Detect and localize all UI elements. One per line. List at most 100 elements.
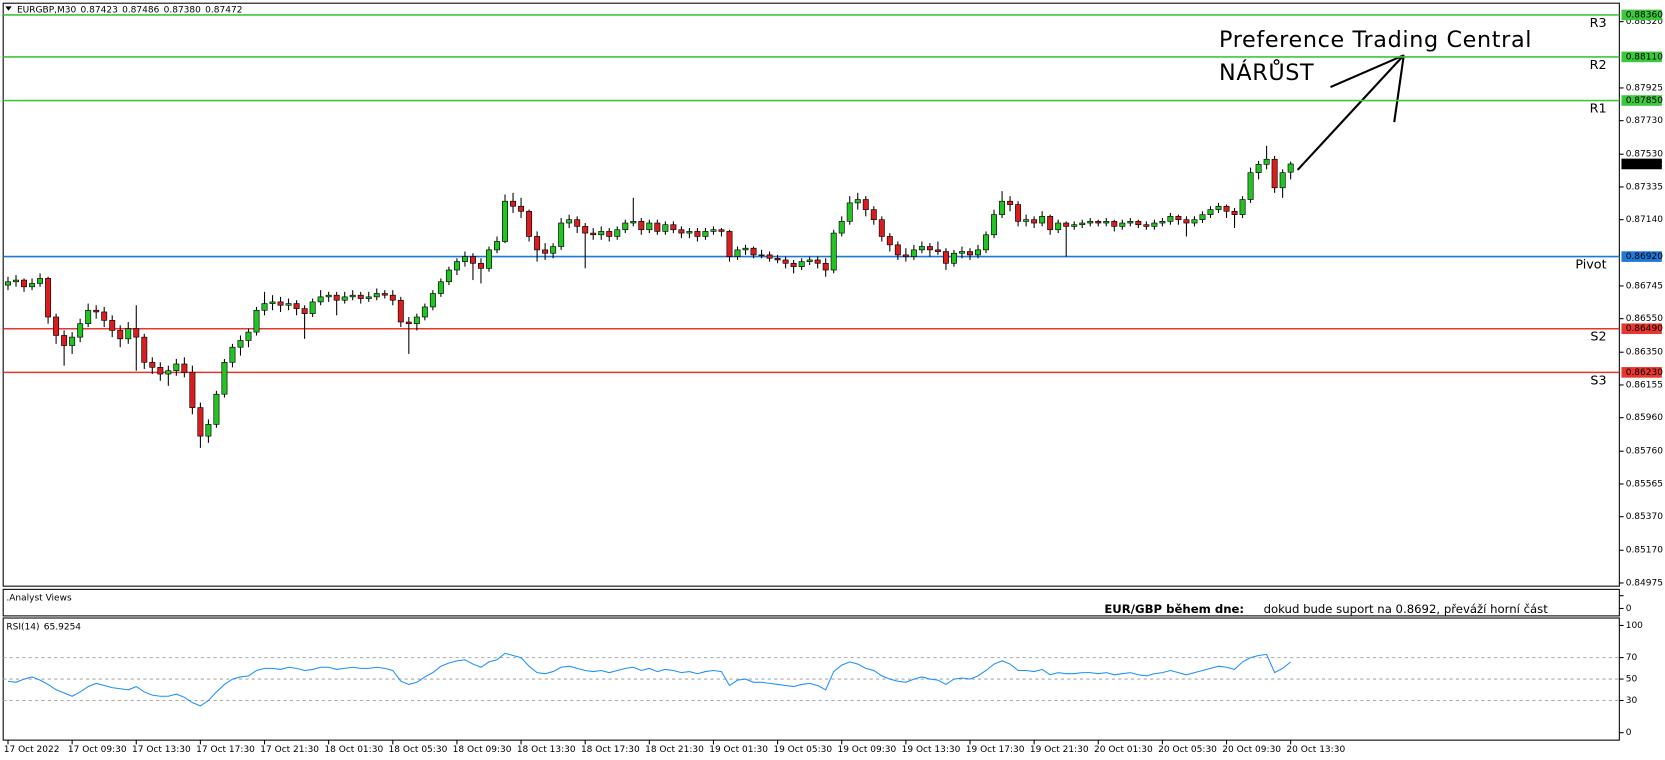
level-price-label: 0.87850: [1626, 96, 1664, 106]
candle-body: [421, 306, 428, 318]
candle-body: [1151, 222, 1158, 227]
x-tick-label: 18 Oct 13:30: [517, 745, 576, 755]
level-price-label: 0.86490: [1626, 324, 1664, 334]
x-tick-label: 18 Oct 01:30: [324, 745, 383, 755]
candle-body: [181, 363, 188, 373]
candle-body: [245, 331, 252, 341]
level-price-box: [1621, 251, 1662, 262]
candle-body: [606, 231, 613, 237]
candle-body: [638, 221, 645, 231]
candle-body: [261, 303, 268, 311]
candle-body: [373, 293, 380, 298]
y-tick-label: 0.85960: [1626, 413, 1664, 423]
candle-body: [558, 222, 565, 247]
arrow-shaft: [1296, 54, 1405, 171]
x-tick-label: 19 Oct 13:30: [902, 745, 961, 755]
candle-body: [790, 262, 797, 267]
candle-body: [566, 219, 573, 224]
candle-body: [598, 231, 605, 236]
candle-body: [93, 309, 100, 313]
candle-body: [1031, 219, 1038, 224]
candle-body: [918, 246, 925, 251]
candle-body: [269, 301, 276, 304]
header-price: 0.87486: [122, 5, 160, 15]
candle-body: [1271, 158, 1278, 189]
y-tick-label: 0.87730: [1626, 116, 1664, 126]
candle-body: [53, 316, 60, 336]
candle-body: [1263, 158, 1270, 165]
candle-body: [1223, 205, 1230, 212]
y-tick-label: 0.85170: [1626, 546, 1664, 556]
candle-body: [782, 259, 789, 264]
candle-body: [125, 328, 132, 340]
annotation: Preference Trading Central: [1219, 27, 1532, 53]
rsi-label: RSI(14) 65.9254: [6, 622, 81, 632]
candle-body: [237, 340, 244, 348]
candle-body: [510, 200, 517, 207]
y-tick-label: 0.86155: [1626, 380, 1663, 390]
analyst-panel: [2, 588, 1620, 617]
candle-body: [999, 200, 1006, 215]
level-price-box: [1621, 51, 1662, 63]
candle-body: [165, 370, 172, 375]
x-tick-label: 17 Oct 2022: [4, 745, 60, 755]
candle-body: [654, 222, 661, 232]
candle-body: [61, 335, 68, 346]
rsi-line: [7, 652, 1291, 707]
candle-body: [1087, 221, 1094, 224]
candle-body: [1119, 222, 1126, 227]
y-tick-label: 0.87925: [1626, 83, 1663, 93]
y-tick-label: 100: [1626, 621, 1643, 631]
y-tick-label: 50: [1626, 675, 1638, 685]
x-tick-label: 20 Oct 13:30: [1286, 745, 1345, 755]
candle-body: [486, 249, 492, 269]
analyst-text: dokud bude suport na 0.8692, převáží hor…: [1264, 602, 1549, 616]
level-price-box: [1621, 367, 1662, 378]
candle-body: [221, 361, 228, 395]
candle-body: [902, 254, 909, 257]
y-tick-label: 0.86350: [1626, 348, 1664, 358]
level-name: R2: [1590, 58, 1607, 73]
y-tick-label: 70: [1626, 653, 1638, 663]
candle-body: [582, 226, 589, 234]
current-price-label: 0.87472: [1626, 159, 1663, 169]
candle-body: [101, 311, 108, 321]
header-price: 0.87472: [205, 5, 242, 15]
candle-body: [309, 301, 316, 314]
candle-body: [1287, 163, 1294, 173]
x-tick-label: 19 Oct 21:30: [1030, 745, 1089, 755]
candle-body: [173, 363, 180, 372]
candle-body: [349, 294, 356, 298]
level-price-label: 0.88360: [1626, 10, 1664, 20]
candle-body: [942, 251, 949, 264]
candle-body: [1111, 221, 1118, 227]
candle-body: [622, 222, 629, 231]
candle-body: [983, 234, 989, 251]
y-tick-label: 0.87140: [1626, 215, 1664, 225]
x-tick-label: 18 Oct 17:30: [581, 745, 640, 755]
y-tick-label: 0.85760: [1626, 447, 1664, 457]
candle-body: [413, 316, 420, 325]
x-tick-label: 20 Oct 01:30: [1094, 745, 1153, 755]
candle-body: [445, 269, 452, 283]
level-name: S2: [1590, 330, 1606, 345]
level-price-label: 0.86920: [1626, 252, 1664, 262]
candle-body: [1167, 215, 1174, 222]
candle-body: [959, 251, 965, 254]
candle-body: [686, 231, 693, 234]
y-tick-label: 0.86550: [1626, 314, 1664, 324]
rsi-name: RSI(14): [6, 622, 39, 632]
candle-body: [1135, 221, 1142, 226]
level-name: R3: [1590, 16, 1607, 31]
candle-body: [29, 283, 36, 288]
y-tick-label: 0: [1626, 728, 1632, 738]
candle-body: [702, 231, 709, 237]
x-tick-label: 17 Oct 09:30: [68, 745, 127, 755]
candle-body: [750, 247, 757, 256]
candle-body: [630, 221, 637, 224]
level-name: Pivot: [1575, 258, 1606, 273]
candle-body: [502, 200, 509, 242]
x-tick-label: 19 Oct 09:30: [837, 745, 896, 755]
candle-body: [910, 249, 917, 257]
candle-body: [189, 372, 196, 408]
